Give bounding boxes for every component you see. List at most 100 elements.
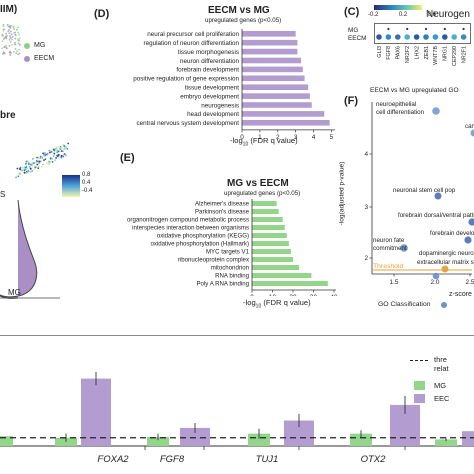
- bar-category-label: Alzheimer's disease: [195, 201, 250, 208]
- umap-point: [8, 44, 11, 47]
- umap-point: [66, 147, 69, 150]
- umap-point: [15, 52, 18, 55]
- go-term-point: [464, 236, 472, 244]
- umap-point: [40, 157, 43, 159]
- umap-point: [48, 149, 51, 152]
- x-tick-label: 2.0: [431, 279, 440, 286]
- umap-point: [31, 160, 33, 163]
- go-term-label: neuron fate: [373, 237, 405, 244]
- go-term-label: neuronal stem cell pop: [393, 187, 456, 194]
- umap-point: [59, 146, 61, 149]
- panel-e-xlabel-main: -log: [243, 298, 256, 307]
- dotplot-frame: [374, 23, 471, 44]
- x-tick-label: 20: [289, 294, 297, 296]
- umap-point: [41, 155, 44, 158]
- umap-point: [14, 31, 17, 34]
- umap-point: [16, 28, 18, 31]
- bar-category-label: forebrain development: [176, 67, 239, 74]
- umap-point: [56, 146, 59, 149]
- legend-threshold-text: thre relat: [434, 355, 449, 373]
- bar-eec: [462, 431, 474, 446]
- legend-threshold-label2: relat: [434, 364, 449, 373]
- bar: [242, 57, 302, 64]
- panel-c-colorbar-ticks: -0.2 0.2 0.6: [368, 12, 436, 18]
- umap-point: [17, 26, 20, 29]
- bar: [242, 48, 298, 55]
- umap-point: [24, 168, 27, 171]
- panel-f: (F) EECM vs MG upregulated GO -log(adjus…: [338, 80, 474, 312]
- go-term-label: forebrain develo: [430, 230, 474, 237]
- umap-point: [50, 150, 53, 153]
- panel-d-letter: (D): [94, 8, 110, 20]
- umap-point: [23, 171, 26, 174]
- legend-label-mg: MG: [434, 381, 447, 390]
- violin-shape: [0, 200, 38, 299]
- panel-a-umap: [1, 23, 21, 56]
- umap-point: [17, 38, 19, 40]
- umap-point: [5, 46, 8, 49]
- bar-category-label: mitochondrion: [211, 265, 249, 272]
- umap-point: [46, 152, 49, 155]
- bar-category-label: regulation of neuron differentiation: [144, 40, 240, 47]
- bar-category-label: neural precursor cell proliferation: [147, 31, 239, 38]
- umap-point: [19, 173, 22, 176]
- bar-category-label: tissue morphogenesis: [178, 49, 239, 56]
- bar: [242, 120, 330, 126]
- x-tick-label: 5: [330, 134, 334, 141]
- panel-b-violin-label: MG: [8, 288, 21, 297]
- umap-point: [44, 152, 47, 154]
- umap-point: [3, 52, 6, 55]
- threshold-label: Threshold: [373, 263, 403, 270]
- go-term-point: [432, 272, 440, 280]
- umap-point: [62, 155, 65, 158]
- panel-b-violin: [0, 200, 60, 299]
- panel-e-xlabel-sub: 10: [255, 303, 262, 310]
- umap-point: [59, 150, 61, 153]
- umap-point: [33, 168, 36, 170]
- panel-e-letter: (E): [120, 152, 135, 164]
- panel-e: (E) MG vs EECM upregulated genes (p<0.05…: [94, 148, 344, 296]
- dotplot-gene-label: NR2F1: [461, 46, 467, 63]
- panel-b-title: bre: [0, 110, 16, 121]
- umap-point: [1, 47, 4, 50]
- panel-e-xlabel-rest: (FDR q value): [261, 298, 311, 307]
- dotplot-gene-label: CEP290: [452, 46, 458, 66]
- legend-swatch-mg: [24, 42, 30, 49]
- dotplot-gene-label: NR2F2: [405, 46, 411, 63]
- umap-point: [2, 28, 5, 31]
- umap-point: [54, 147, 57, 150]
- bar-mg: [0, 436, 13, 446]
- panel-f-legend: GO Classification: [378, 301, 447, 308]
- umap-point: [57, 153, 60, 156]
- umap-point: [37, 162, 40, 165]
- legend-threshold-label: thre: [434, 355, 447, 364]
- dotplot-gene-label: PAX6: [396, 46, 402, 59]
- umap-point: [55, 157, 57, 159]
- bar: [252, 257, 293, 262]
- x-tick-label: 1.5: [390, 279, 399, 286]
- x-tick-label: 10: [269, 294, 277, 296]
- dotplot-dot: [432, 34, 439, 40]
- umap-point: [23, 166, 26, 169]
- y-tick-label: 2: [364, 255, 368, 262]
- go-term-label: cell differentiation: [376, 109, 425, 116]
- legend-swatch-eecm: [24, 55, 30, 62]
- bar: [252, 273, 312, 278]
- bar: [252, 249, 291, 254]
- panel-g-legend: thre relat MG EEC: [410, 355, 449, 403]
- x-tick-label: 0: [240, 134, 244, 141]
- umap-point: [14, 37, 17, 40]
- panel-g-chart: FOXA2 FGF8 TUJ1 OTX2: [0, 372, 474, 465]
- bar-eec: [81, 378, 111, 446]
- umap-point: [62, 150, 65, 153]
- dotplot-dot: [423, 34, 429, 40]
- umap-point: [51, 161, 54, 163]
- dotplot-gene-label: FGF8: [386, 46, 392, 60]
- bar-mg: [350, 433, 372, 446]
- umap-point: [12, 25, 15, 28]
- umap-point: [62, 146, 65, 149]
- umap-point: [31, 170, 34, 172]
- umap-point: [27, 161, 30, 164]
- bar: [252, 209, 279, 214]
